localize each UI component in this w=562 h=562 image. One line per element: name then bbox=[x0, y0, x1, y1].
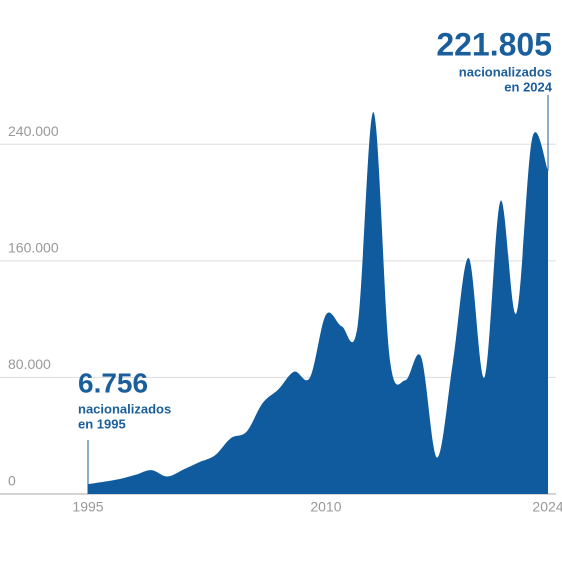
x-tick-label: 2024 bbox=[532, 499, 562, 515]
annotation-text: en 2024 bbox=[504, 79, 552, 94]
y-tick-label: 80.000 bbox=[8, 356, 51, 372]
y-tick-label: 240.000 bbox=[8, 123, 59, 139]
annotation-value: 6.756 bbox=[78, 367, 148, 398]
y-tick-label: 0 bbox=[8, 473, 16, 489]
y-tick-label: 160.000 bbox=[8, 240, 59, 256]
x-tick-label: 2010 bbox=[310, 499, 341, 515]
area bbox=[88, 112, 548, 494]
x-tick-label: 1995 bbox=[72, 499, 103, 515]
annotation-text: nacionalizados bbox=[78, 401, 171, 416]
annotation-text: nacionalizados bbox=[459, 64, 552, 79]
annotation-text: en 1995 bbox=[78, 416, 126, 431]
annotation-value: 221.805 bbox=[436, 26, 552, 62]
